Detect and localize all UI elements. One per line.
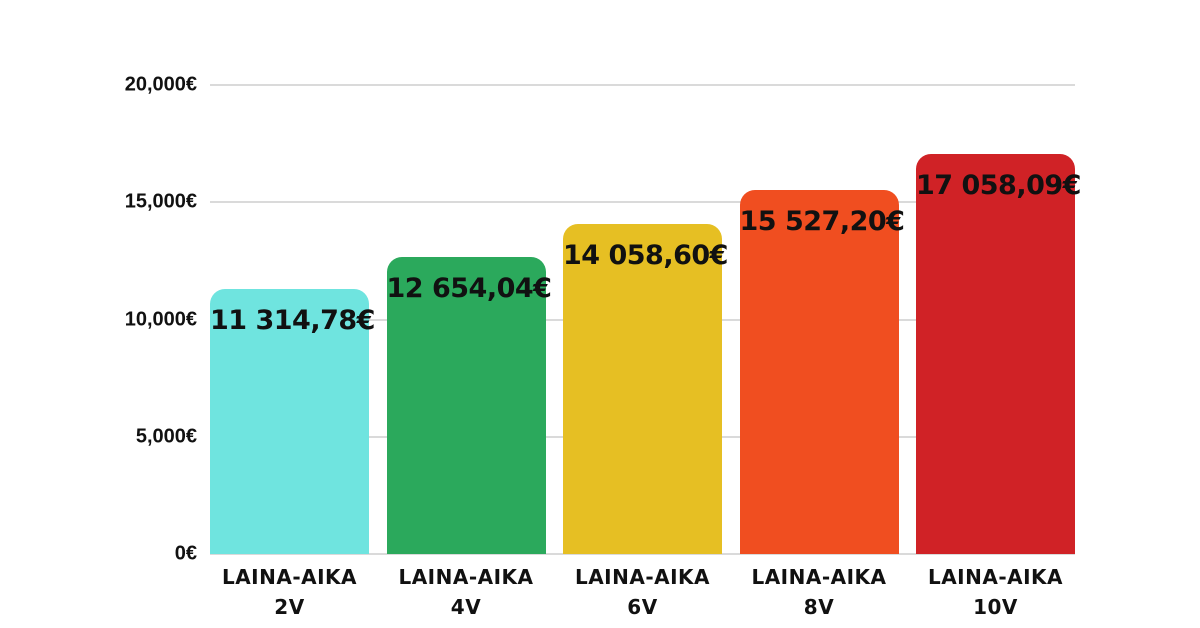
x-category-label: LAINA-AIKA 6V (563, 562, 722, 622)
gridline (210, 201, 1075, 204)
x-category-label: LAINA-AIKA 4V (387, 562, 546, 622)
x-category-line2: 6V (627, 595, 658, 619)
gridline (210, 84, 1075, 86)
y-tick-label: 20,000€ (124, 73, 197, 96)
x-category-line2: 10V (973, 595, 1018, 619)
x-category-line2: 4V (450, 595, 482, 619)
x-category-line1: LAINA-AIKA (221, 565, 358, 589)
bar-laina-aika-6v: 14 058,60€ (563, 224, 728, 554)
x-category-line2: 8V (803, 595, 835, 619)
bar-value-label: 15 527,20€ (739, 205, 905, 237)
x-category-label: LAINA-AIKA 2V (210, 562, 369, 622)
bar-value-label: 12 654,04€ (386, 273, 552, 305)
bar-laina-aika-2v: 11 314,78€ (210, 288, 375, 554)
x-category-line1: LAINA-AIKA (574, 565, 711, 589)
x-category-line1: LAINA-AIKA (751, 565, 887, 589)
bar-laina-aika-4v: 12 654,04€ (386, 257, 552, 554)
bar-laina-aika-8v: 15 527,20€ (739, 189, 905, 554)
x-category-line2: 2V (274, 595, 305, 619)
y-tick-label: 10,000€ (124, 308, 197, 330)
y-tick-label: 15,000€ (124, 190, 197, 213)
gridline (210, 553, 1075, 555)
y-tick-label: 5,000€ (135, 425, 197, 448)
x-category-label: LAINA-AIKA 10V (916, 562, 1075, 622)
bar-value-label: 14 058,60€ (563, 240, 728, 272)
x-category-line1: LAINA-AIKA (927, 565, 1064, 589)
y-tick-label: 0€ (174, 542, 197, 565)
bar-value-label: 11 314,78€ (210, 304, 375, 336)
x-category-label: LAINA-AIKA 8V (740, 562, 899, 622)
x-category-line1: LAINA-AIKA (398, 565, 534, 589)
bar-value-label: 17 058,09€ (916, 169, 1081, 201)
bar-laina-aika-10v: 17 058,09€ (916, 153, 1081, 554)
